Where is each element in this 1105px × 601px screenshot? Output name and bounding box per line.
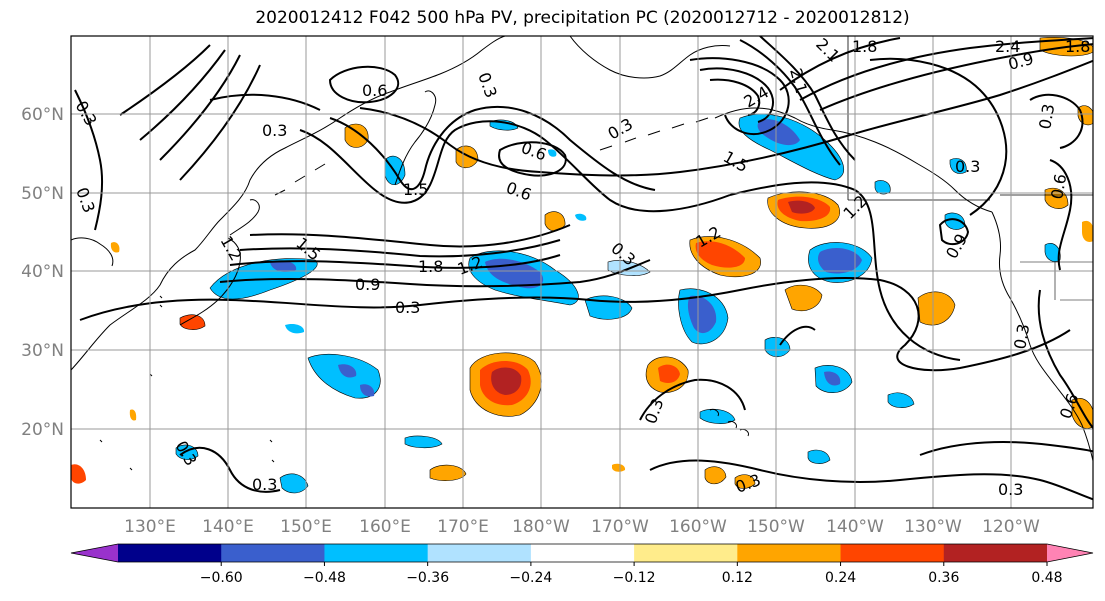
lon-label: 120°W xyxy=(982,517,1040,537)
contour-label: 1.8 xyxy=(1065,37,1090,56)
lat-label: 20°N xyxy=(21,420,64,440)
pv-contours xyxy=(74,36,1093,501)
contour-label: 0.3 xyxy=(262,121,287,140)
contour-label: 1.8 xyxy=(852,37,877,56)
colorbar-swatch xyxy=(324,544,429,562)
contour-label: 0.3 xyxy=(395,298,420,317)
colorbar-tick-label: −0.24 xyxy=(509,570,552,586)
lon-label: 170°E xyxy=(437,517,489,537)
colorbar-extend-min xyxy=(71,544,118,562)
colorbar-tick-label: −0.60 xyxy=(200,570,243,586)
colorbar-outline xyxy=(70,543,1094,563)
map-frame xyxy=(70,35,1094,509)
lat-label: 30°N xyxy=(21,341,64,361)
colorbar: −0.60 −0.48 −0.36 −0.24 −0.12 0.12 0.24 0.36 0.4… xyxy=(70,543,1094,586)
contour-label: 1.8 xyxy=(418,257,443,276)
graticule xyxy=(71,36,1093,508)
colorbar-swatch xyxy=(634,544,738,562)
lon-label: 150°W xyxy=(747,517,805,537)
lon-label: 170°W xyxy=(591,517,649,537)
lon-label: 160°W xyxy=(669,517,727,537)
lon-label: 140°W xyxy=(826,517,884,537)
colorbar-tick-label: 0.24 xyxy=(825,570,856,586)
lon-label: 140°E xyxy=(202,517,254,537)
colorbar-tick-label: 0.12 xyxy=(722,570,753,586)
colorbar-swatch xyxy=(840,544,945,562)
lon-label: 160°E xyxy=(359,517,411,537)
contour-label: 0.6 xyxy=(362,81,387,100)
contour-label: 0.3 xyxy=(1035,102,1058,130)
contour-label: 0.3 xyxy=(1010,322,1033,350)
contour-label: 0.9 xyxy=(355,275,380,294)
lat-label: 50°N xyxy=(21,184,64,204)
lat-label: 60°N xyxy=(21,105,64,125)
lat-label: 40°N xyxy=(21,262,64,282)
colorbar-swatch xyxy=(427,544,532,562)
latitude-labels: 60°N 50°N 40°N 30°N 20°N xyxy=(21,105,64,440)
contour-label: 2.4 xyxy=(995,37,1020,56)
lon-label: 150°E xyxy=(280,517,332,537)
colorbar-tick-label: −0.36 xyxy=(406,570,449,586)
colorbar-tick-label: −0.12 xyxy=(613,570,656,586)
lon-label: 130°W xyxy=(904,517,962,537)
longitude-labels: 130°E 140°E 150°E 160°E 170°E 180°W 170°… xyxy=(124,517,1040,537)
colorbar-swatch xyxy=(118,544,222,562)
contour-label: 0.3 xyxy=(998,480,1023,499)
colorbar-swatch xyxy=(530,544,635,562)
map-background xyxy=(71,36,1093,508)
colorbar-tick-label: 0.48 xyxy=(1031,570,1062,586)
colorbar-swatch xyxy=(943,544,1048,562)
colorbar-swatch xyxy=(737,544,842,562)
contour-label: 0.3 xyxy=(955,157,980,176)
contour-label: 0.6 xyxy=(1047,172,1070,200)
colorbar-swatch xyxy=(221,544,325,562)
map-title: 2020012412 F042 500 hPa PV, precipitatio… xyxy=(255,8,910,28)
contour-label: 0.3 xyxy=(252,475,277,494)
contour-label: 1.5 xyxy=(403,180,428,199)
colorbar-tick-label: −0.48 xyxy=(303,570,346,586)
colorbar-tick-label: 0.36 xyxy=(928,570,959,586)
lon-label: 180°W xyxy=(512,517,570,537)
lon-label: 130°E xyxy=(124,517,176,537)
colorbar-extend-max xyxy=(1047,544,1093,562)
